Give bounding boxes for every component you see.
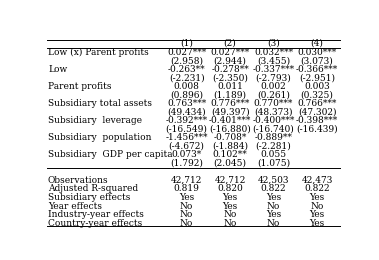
Text: -0.278**: -0.278** <box>211 65 249 74</box>
Text: 0.770***: 0.770*** <box>254 99 293 108</box>
Text: (3): (3) <box>267 39 280 48</box>
Text: 0.763***: 0.763*** <box>167 99 206 108</box>
Text: 0.003: 0.003 <box>304 82 330 91</box>
Text: No: No <box>180 219 193 228</box>
Text: (2.045): (2.045) <box>214 159 247 168</box>
Text: (-2.793): (-2.793) <box>256 73 291 82</box>
Text: Yes: Yes <box>222 202 238 211</box>
Text: (49.434): (49.434) <box>167 107 206 116</box>
Text: -0.263**: -0.263** <box>168 65 205 74</box>
Text: (49.397): (49.397) <box>211 107 249 116</box>
Text: Low (x) Parent profits: Low (x) Parent profits <box>48 48 149 57</box>
Text: No: No <box>267 202 280 211</box>
Text: 0.030***: 0.030*** <box>298 48 337 56</box>
Text: (0.261): (0.261) <box>257 90 290 99</box>
Text: Yes: Yes <box>179 193 194 202</box>
Text: -1.456***: -1.456*** <box>165 133 208 142</box>
Text: Yes: Yes <box>222 193 238 202</box>
Text: 0.008: 0.008 <box>174 82 199 91</box>
Text: (4): (4) <box>310 39 323 48</box>
Text: -0.400***: -0.400*** <box>252 116 295 125</box>
Text: (1.792): (1.792) <box>170 159 203 168</box>
Text: Subsidiary  population: Subsidiary population <box>48 133 152 142</box>
Text: Observations: Observations <box>48 176 109 185</box>
Text: 0.766***: 0.766*** <box>298 99 337 108</box>
Text: (-16.549): (-16.549) <box>166 125 208 134</box>
Text: (1): (1) <box>180 39 193 48</box>
Text: (-4.672): (-4.672) <box>169 142 205 151</box>
Text: Low: Low <box>48 65 67 74</box>
Text: 0.822: 0.822 <box>304 184 330 193</box>
Text: No: No <box>180 202 193 211</box>
Text: (-16.439): (-16.439) <box>296 125 338 134</box>
Text: (-16.880): (-16.880) <box>209 125 251 134</box>
Text: Yes: Yes <box>309 219 325 228</box>
Text: -0.708*: -0.708* <box>213 133 247 142</box>
Text: Subsidiary  GDP per capita: Subsidiary GDP per capita <box>48 150 172 159</box>
Text: (-2.350): (-2.350) <box>212 73 248 82</box>
Text: 0.822: 0.822 <box>261 184 287 193</box>
Text: (0.896): (0.896) <box>170 90 203 99</box>
Text: (-16.740): (-16.740) <box>253 125 294 134</box>
Text: 42,712: 42,712 <box>215 176 246 185</box>
Text: (3.455): (3.455) <box>257 56 290 65</box>
Text: 0.073*: 0.073* <box>171 150 202 159</box>
Text: Yes: Yes <box>266 210 281 219</box>
Text: 42,712: 42,712 <box>171 176 202 185</box>
Text: 0.027***: 0.027*** <box>210 48 250 56</box>
Text: -0.401***: -0.401*** <box>209 116 251 125</box>
Text: (2.944): (2.944) <box>214 56 246 65</box>
Text: (-2.951): (-2.951) <box>299 73 335 82</box>
Text: (1.075): (1.075) <box>257 159 290 168</box>
Text: Subsidiary effects: Subsidiary effects <box>48 193 130 202</box>
Text: Subsidiary  leverage: Subsidiary leverage <box>48 116 142 125</box>
Text: 0.032***: 0.032*** <box>254 48 293 56</box>
Text: Subsidiary total assets: Subsidiary total assets <box>48 99 152 108</box>
Text: -0.366***: -0.366*** <box>296 65 338 74</box>
Text: Adjusted R-squared: Adjusted R-squared <box>48 184 138 193</box>
Text: (3.073): (3.073) <box>301 56 334 65</box>
Text: Year effects: Year effects <box>48 202 102 211</box>
Text: Industry-year effects: Industry-year effects <box>48 210 144 219</box>
Text: -0.392***: -0.392*** <box>166 116 208 125</box>
Text: No: No <box>310 202 324 211</box>
Text: (2.958): (2.958) <box>170 56 203 65</box>
Text: (0.325): (0.325) <box>301 90 334 99</box>
Text: No: No <box>180 210 193 219</box>
Text: Yes: Yes <box>309 210 325 219</box>
Text: Yes: Yes <box>266 193 281 202</box>
Text: -0.889**: -0.889** <box>255 133 293 142</box>
Text: 0.002: 0.002 <box>261 82 287 91</box>
Text: 0.776***: 0.776*** <box>210 99 250 108</box>
Text: (-1.884): (-1.884) <box>212 142 248 151</box>
Text: Parent profits: Parent profits <box>48 82 111 91</box>
Text: 0.819: 0.819 <box>174 184 199 193</box>
Text: (2): (2) <box>224 39 236 48</box>
Text: Country-year effects: Country-year effects <box>48 219 142 228</box>
Text: No: No <box>267 219 280 228</box>
Text: (48.373): (48.373) <box>254 107 293 116</box>
Text: (47.302): (47.302) <box>298 107 336 116</box>
Text: -0.398***: -0.398*** <box>296 116 338 125</box>
Text: -0.337***: -0.337*** <box>252 65 294 74</box>
Text: 0.055: 0.055 <box>260 150 287 159</box>
Text: 42,473: 42,473 <box>301 176 333 185</box>
Text: (-2.231): (-2.231) <box>169 73 204 82</box>
Text: No: No <box>223 210 237 219</box>
Text: 0.027***: 0.027*** <box>167 48 206 56</box>
Text: 42,503: 42,503 <box>258 176 289 185</box>
Text: (1.189): (1.189) <box>214 90 247 99</box>
Text: 0.011: 0.011 <box>217 82 243 91</box>
Text: (-2.281): (-2.281) <box>256 142 291 151</box>
Text: 0.820: 0.820 <box>217 184 243 193</box>
Text: 0.102**: 0.102** <box>213 150 247 159</box>
Text: Yes: Yes <box>309 193 325 202</box>
Text: No: No <box>223 219 237 228</box>
